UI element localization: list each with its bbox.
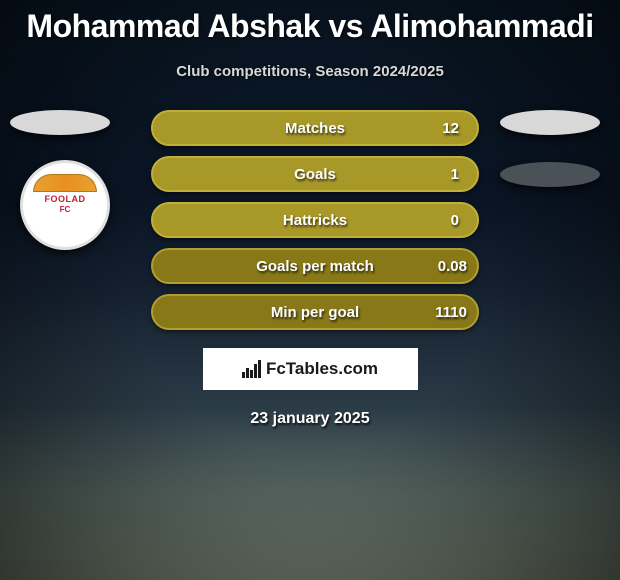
stat-bar-goals: Goals 1 [151,156,479,192]
page-title: Mohammad Abshak vs Alimohammadi [0,0,620,45]
stat-value: 1110 [435,304,467,321]
club-suffix: FC [30,205,100,214]
stat-value: 0.08 [438,258,467,275]
stat-bar-goals-per-match: Goals per match 0.08 [151,248,479,284]
stat-label: Goals per match [256,258,374,275]
player-badge-right-bottom [500,162,600,187]
stats-container: Matches 12 Goals 1 Hattricks 0 Goals per match… [141,110,479,330]
stat-bar-matches: Matches 12 [151,110,479,146]
date-text: 23 january 2025 [0,410,620,428]
chart-icon [242,360,260,378]
stat-bar-min-per-goal: Min per goal 1110 [151,294,479,330]
player-badge-left [10,110,110,135]
stat-label: Hattricks [283,212,347,229]
content-wrapper: Mohammad Abshak vs Alimohammadi Club com… [0,0,620,428]
club-arch-icon [33,174,97,192]
subtitle: Club competitions, Season 2024/2025 [0,63,620,80]
player-badge-right-top [500,110,600,135]
stat-label: Goals [294,166,336,183]
stat-value: 12 [442,120,459,137]
club-name: FOOLAD [30,194,100,204]
branding-text: FcTables.com [266,359,378,379]
main-area: FOOLAD FC Matches 12 Goals 1 Hattricks 0 Goals… [0,110,620,330]
stat-bar-hattricks: Hattricks 0 [151,202,479,238]
stat-value: 0 [451,212,459,229]
stat-value: 1 [451,166,459,183]
club-logo: FOOLAD FC [20,160,110,250]
club-logo-inner: FOOLAD FC [30,170,100,240]
stat-label: Min per goal [271,304,359,321]
branding-box: FcTables.com [203,348,418,390]
stat-label: Matches [285,120,345,137]
